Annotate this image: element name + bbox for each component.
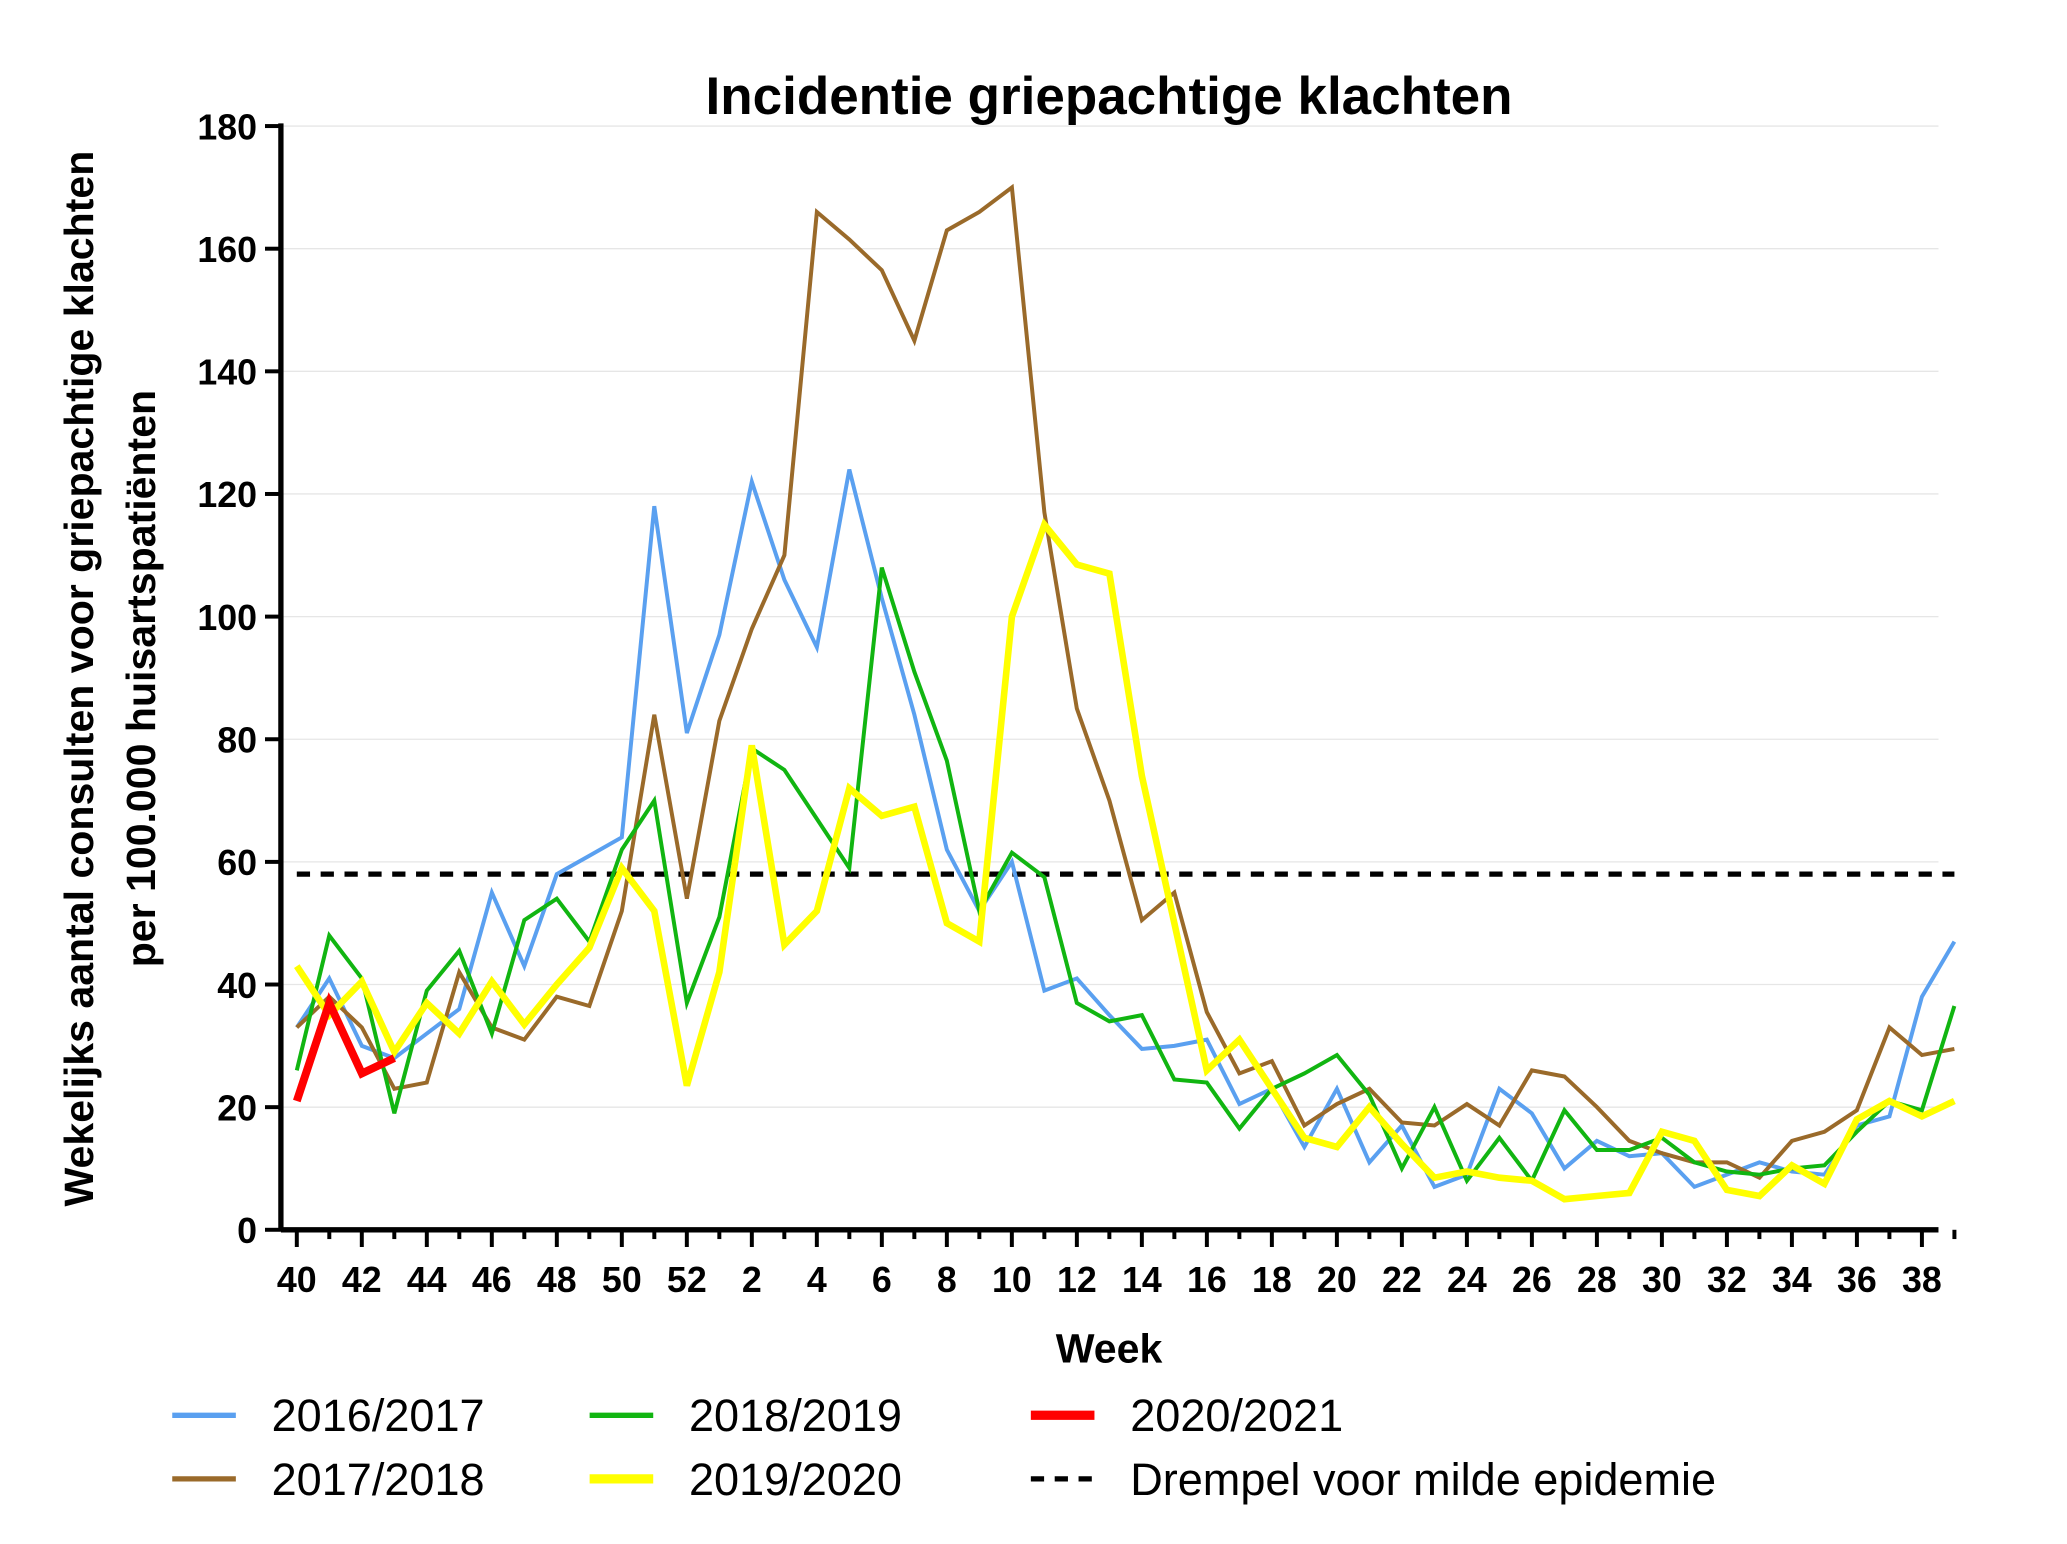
x-tick-label: 16 bbox=[1187, 1260, 1227, 1300]
y-tick-label: 140 bbox=[197, 353, 257, 393]
series-line-2018-2019 bbox=[294, 566, 1957, 1185]
series-line-2019-2020 bbox=[294, 517, 1956, 1203]
y-tick-label: 60 bbox=[217, 843, 257, 883]
y-tick-label: 100 bbox=[197, 598, 257, 638]
x-tick-label: 4 bbox=[807, 1260, 827, 1300]
x-tick-label: 24 bbox=[1447, 1260, 1487, 1300]
x-tick-label: 18 bbox=[1252, 1260, 1292, 1300]
x-tick-label: 46 bbox=[472, 1260, 512, 1300]
x-tick-label: 40 bbox=[277, 1260, 317, 1300]
legend-label: 2017/2018 bbox=[272, 1454, 485, 1505]
legend-label: Drempel voor milde epidemie bbox=[1130, 1454, 1716, 1505]
x-tick-label: 32 bbox=[1707, 1260, 1747, 1300]
x-tick-label: 36 bbox=[1837, 1260, 1877, 1300]
x-tick-label: 6 bbox=[872, 1260, 892, 1300]
gridlines bbox=[280, 125, 1939, 1108]
y-tick-label: 80 bbox=[217, 720, 257, 760]
legend-label: 2018/2019 bbox=[689, 1390, 902, 1441]
y-tick-label: 20 bbox=[217, 1088, 257, 1128]
y-tick-label: 180 bbox=[197, 107, 257, 147]
x-tick-label: 44 bbox=[407, 1260, 447, 1300]
legend-label: 2020/2021 bbox=[1130, 1390, 1343, 1441]
x-tick-label: 8 bbox=[937, 1260, 957, 1300]
x-tick-label: 42 bbox=[342, 1260, 382, 1300]
x-tick-label: 26 bbox=[1512, 1260, 1552, 1300]
y-tick-label: 0 bbox=[237, 1211, 257, 1251]
chart-title: Incidentie griepachtige klachten bbox=[706, 67, 1513, 126]
x-tick-label: 20 bbox=[1317, 1260, 1357, 1300]
x-tick-label: 52 bbox=[667, 1260, 707, 1300]
legend-label: 2019/2020 bbox=[689, 1454, 902, 1505]
y-axis-label-line2: per 100.000 huisartspatiënten bbox=[118, 390, 164, 967]
y-tick-label: 40 bbox=[217, 966, 257, 1006]
x-tick-label: 14 bbox=[1122, 1260, 1162, 1300]
y-tick-label: 120 bbox=[197, 475, 257, 515]
series-lines bbox=[293, 183, 1957, 1203]
y-tick-label: 160 bbox=[197, 230, 257, 270]
x-tick-label: 28 bbox=[1577, 1260, 1617, 1300]
x-axis-label: Week bbox=[1056, 1325, 1163, 1371]
y-axis-label-line1: Wekelijks aantal consulten voor griepach… bbox=[56, 151, 102, 1207]
legend-label: 2016/2017 bbox=[272, 1390, 485, 1441]
x-tick-label: 22 bbox=[1382, 1260, 1422, 1300]
x-tick-label: 38 bbox=[1902, 1260, 1942, 1300]
x-tick-label: 50 bbox=[602, 1260, 642, 1300]
x-tick-label: 2 bbox=[742, 1260, 762, 1300]
x-tick-label: 48 bbox=[537, 1260, 577, 1300]
series-line-2017-2018 bbox=[295, 183, 1955, 1181]
legend: 2016/2017 2017/2018 2018/2019 2019/2020 2020… bbox=[172, 1390, 1716, 1505]
x-tick-label: 10 bbox=[992, 1260, 1032, 1300]
series-line-2020-2021 bbox=[293, 992, 397, 1103]
x-tick-label: 12 bbox=[1057, 1260, 1097, 1300]
series-line-2016-2017 bbox=[295, 469, 1957, 1190]
x-tick-label: 30 bbox=[1642, 1260, 1682, 1300]
x-tick-label: 34 bbox=[1772, 1260, 1812, 1300]
